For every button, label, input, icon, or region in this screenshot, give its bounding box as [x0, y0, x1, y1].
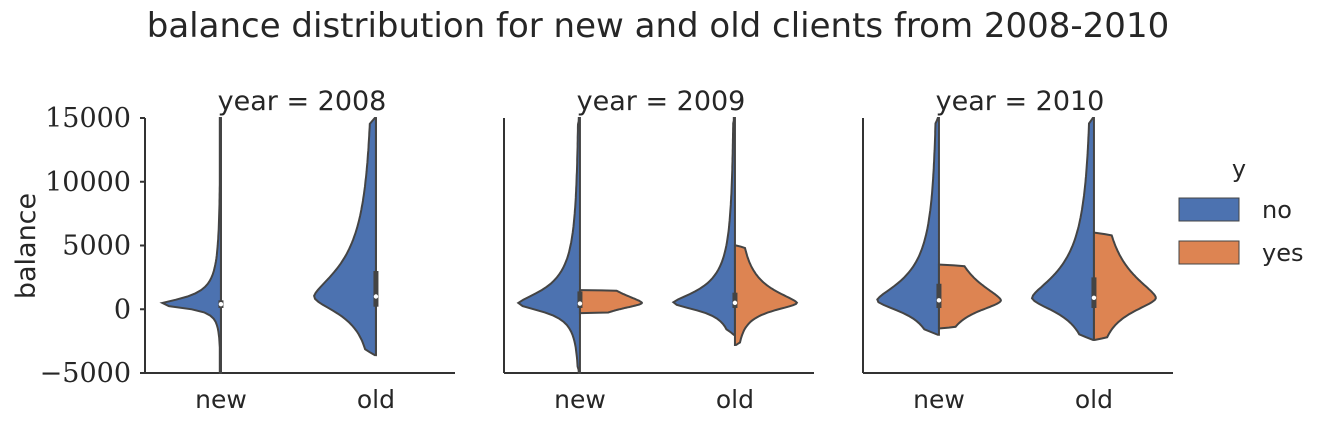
- legend-label-no: no: [1262, 196, 1292, 224]
- facet-title-2008: year = 2008: [218, 86, 387, 117]
- median-point-2008-new: [218, 301, 224, 307]
- legend-label-yes: yes: [1262, 239, 1303, 267]
- violin-half-no-2008-old: [313, 117, 377, 357]
- legend: yno yes: [1178, 155, 1303, 267]
- facet-2010: year = 2010 new old: [862, 86, 1173, 414]
- median-point-2009-old: [732, 300, 738, 306]
- violin-half-yes-2010-old: [1092, 231, 1157, 341]
- x-tick-2010-new: new: [913, 385, 965, 414]
- y-axis-label: balance: [11, 193, 42, 299]
- facet-title-2009: year = 2009: [577, 86, 746, 117]
- violin-2008-old: [313, 117, 379, 357]
- iqr-box-2010-new: [936, 283, 942, 308]
- violin-2010-new: [876, 117, 1002, 336]
- violin-2008-new: [159, 117, 224, 374]
- iqr-box-2009-old: [732, 292, 738, 308]
- violin-half-yes-2009-new: [578, 289, 643, 315]
- violin-2009-old: [671, 117, 799, 346]
- facet-title-2010: year = 2010: [936, 86, 1105, 117]
- violin-half-no-2008-new: [159, 117, 222, 374]
- median-point-2010-old: [1091, 295, 1097, 300]
- legend-title: y: [1232, 155, 1246, 183]
- violin-half-yes-2010-new: [937, 263, 1002, 330]
- x-tick-2009-old: old: [716, 385, 754, 414]
- violin-half-yes-2009-old: [733, 244, 799, 346]
- median-point-2009-new: [577, 301, 583, 306]
- y-tick-label-4: −5000: [40, 358, 131, 389]
- x-tick-2008-old: old: [357, 385, 395, 414]
- x-tick-2010-old: old: [1075, 385, 1113, 414]
- iqr-box-2010-old: [1091, 277, 1097, 308]
- iqr-box-2008-old: [373, 271, 379, 307]
- median-point-2010-new: [936, 298, 942, 303]
- y-tick-label-0: 15000: [45, 103, 131, 134]
- chart-title: balance distribution for new and old cli…: [147, 6, 1169, 46]
- legend-swatch-yes: [1178, 240, 1240, 265]
- y-tick-label-1: 10000: [45, 167, 131, 198]
- y-tick-label-3: 0: [114, 294, 131, 325]
- violin-2009-new: [516, 117, 643, 374]
- x-tick-2009-new: new: [554, 385, 606, 414]
- facet-2008: year = 2008 new old: [144, 86, 455, 414]
- violin-half-no-2010-new: [876, 117, 940, 336]
- violin-half-no-2010-old: [1030, 117, 1095, 341]
- facet-2009: year = 2009 new old: [503, 86, 814, 414]
- iqr-box-2009-new: [577, 291, 583, 308]
- y-tick-label-2: 5000: [62, 231, 131, 262]
- violin-2010-old: [1030, 117, 1157, 341]
- legend-swatch-no: [1178, 197, 1240, 222]
- violin-half-no-2009-old: [671, 117, 736, 336]
- y-axis: 15000 10000 5000 0 −5000 balance: [11, 103, 145, 389]
- violin-half-no-2009-new: [516, 117, 581, 374]
- median-point-2008-old: [373, 294, 379, 299]
- x-tick-2008-new: new: [195, 385, 247, 414]
